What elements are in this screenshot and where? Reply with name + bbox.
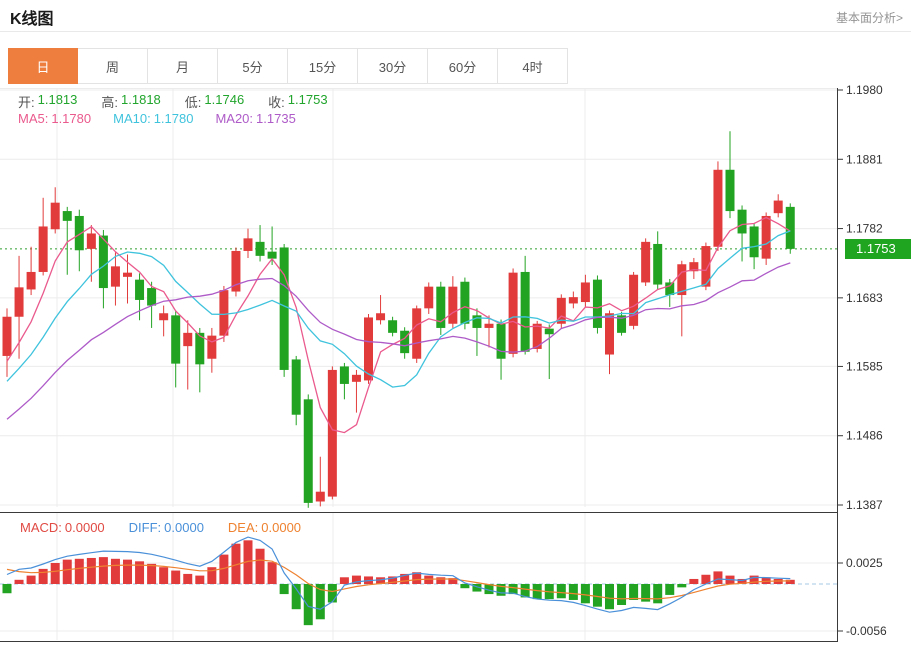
- svg-text:1.1782: 1.1782: [846, 222, 883, 236]
- readout-item: 收: 1.1753: [268, 92, 328, 110]
- svg-text:1.1683: 1.1683: [846, 291, 883, 305]
- fundamental-analysis-link[interactable]: 基本面分析>: [835, 11, 903, 25]
- period-tabbar: 日周月 5分 15分 30分 60分 4时: [8, 48, 568, 84]
- svg-text:1.1585: 1.1585: [846, 359, 883, 373]
- svg-text:1.1881: 1.1881: [846, 152, 883, 166]
- readout-item: 低: 1.1746: [184, 92, 245, 110]
- ma-readout: MA5: 1.1780 MA10: 1.1780 MA20: 1.1735: [18, 111, 296, 126]
- readout-item: DEA: 0.0000: [227, 520, 302, 535]
- readout-item: MA10: 1.1780: [113, 111, 194, 126]
- current-price-badge: 1.1753: [845, 238, 911, 259]
- svg-text:1.1387: 1.1387: [846, 498, 883, 512]
- tab-min5[interactable]: 5分: [218, 48, 288, 84]
- readout-item: MA20: 1.1735: [215, 111, 296, 126]
- page-title: K线图: [10, 11, 54, 28]
- readout-item: 开: 1.1813: [18, 92, 78, 110]
- readout-item: MACD: 0.0000: [20, 520, 105, 535]
- tab-day[interactable]: 日: [8, 48, 78, 84]
- ohlc-readout: 开: 1.1813 高: 1.1818 低: 1.1746 收: 1.1753: [18, 92, 328, 111]
- readout-item: 高: 1.1818: [101, 92, 161, 110]
- svg-text:-0.0056: -0.0056: [846, 624, 887, 638]
- tab-hour4[interactable]: 4时: [498, 48, 568, 84]
- macd-readout: MACD: 0.0000 DIFF: 0.0000 DEA: 0.0000: [20, 520, 301, 535]
- tab-month[interactable]: 月: [148, 48, 218, 84]
- readout-item: DIFF: 0.0000: [128, 520, 204, 535]
- svg-text:1.1980: 1.1980: [846, 83, 883, 97]
- tab-week[interactable]: 周: [78, 48, 148, 84]
- tab-min60[interactable]: 60分: [428, 48, 498, 84]
- svg-text:0.0025: 0.0025: [846, 556, 883, 570]
- header-divider: [0, 31, 911, 32]
- tab-min15[interactable]: 15分: [288, 48, 358, 84]
- readout-item: MA5: 1.1780: [18, 111, 92, 126]
- tab-min30[interactable]: 30分: [358, 48, 428, 84]
- svg-text:1.1486: 1.1486: [846, 429, 883, 443]
